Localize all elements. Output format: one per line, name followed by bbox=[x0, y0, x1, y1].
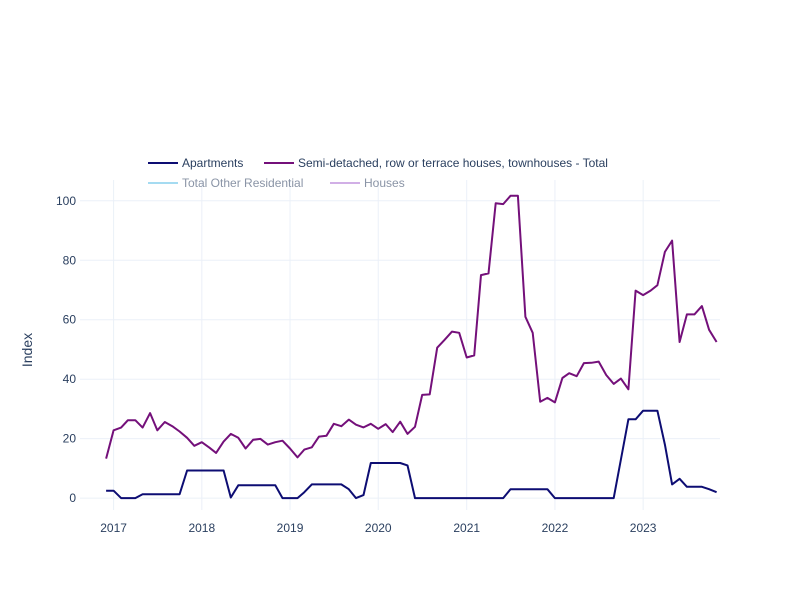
legend-item-total-other-residential[interactable]: Total Other Residential bbox=[148, 176, 303, 190]
x-tick-label: 2019 bbox=[277, 521, 304, 535]
legend-label: Semi-detached, row or terrace houses, to… bbox=[298, 156, 608, 170]
x-tick-label: 2021 bbox=[453, 521, 480, 535]
x-tick-label: 2020 bbox=[365, 521, 392, 535]
series-line-apartments bbox=[106, 409, 717, 500]
gridlines bbox=[80, 180, 720, 510]
y-tick-label: 100 bbox=[56, 194, 76, 208]
y-tick-label: 80 bbox=[63, 253, 77, 267]
series-lines bbox=[105, 194, 718, 500]
series-line-semi-detached-row-or-terrace-houses-townhouses-total bbox=[105, 194, 718, 459]
legend-item-semi-detached-row-or-terrace-houses-townhouses-total[interactable]: Semi-detached, row or terrace houses, to… bbox=[264, 156, 608, 170]
legend: Apartments Semi-detached, row or terrace … bbox=[148, 156, 608, 190]
legend-item-houses[interactable]: Houses bbox=[330, 176, 405, 190]
x-axis-ticks: 2017 2018 2019 2020 2021 2022 2023 bbox=[100, 521, 657, 535]
x-tick-label: 2018 bbox=[188, 521, 215, 535]
legend-label: Houses bbox=[364, 176, 405, 190]
y-axis-ticks: 0 20 40 60 80 100 bbox=[56, 194, 76, 505]
y-tick-label: 20 bbox=[63, 432, 77, 446]
legend-label: Apartments bbox=[182, 156, 243, 170]
legend-item-apartments[interactable]: Apartments bbox=[148, 156, 243, 170]
y-tick-label: 60 bbox=[63, 313, 77, 327]
x-tick-label: 2022 bbox=[542, 521, 569, 535]
y-tick-label: 0 bbox=[69, 491, 76, 505]
x-tick-label: 2017 bbox=[100, 521, 127, 535]
y-tick-label: 40 bbox=[63, 372, 77, 386]
legend-label: Total Other Residential bbox=[182, 176, 303, 190]
x-tick-label: 2023 bbox=[630, 521, 657, 535]
y-axis-title: Index bbox=[19, 333, 35, 367]
